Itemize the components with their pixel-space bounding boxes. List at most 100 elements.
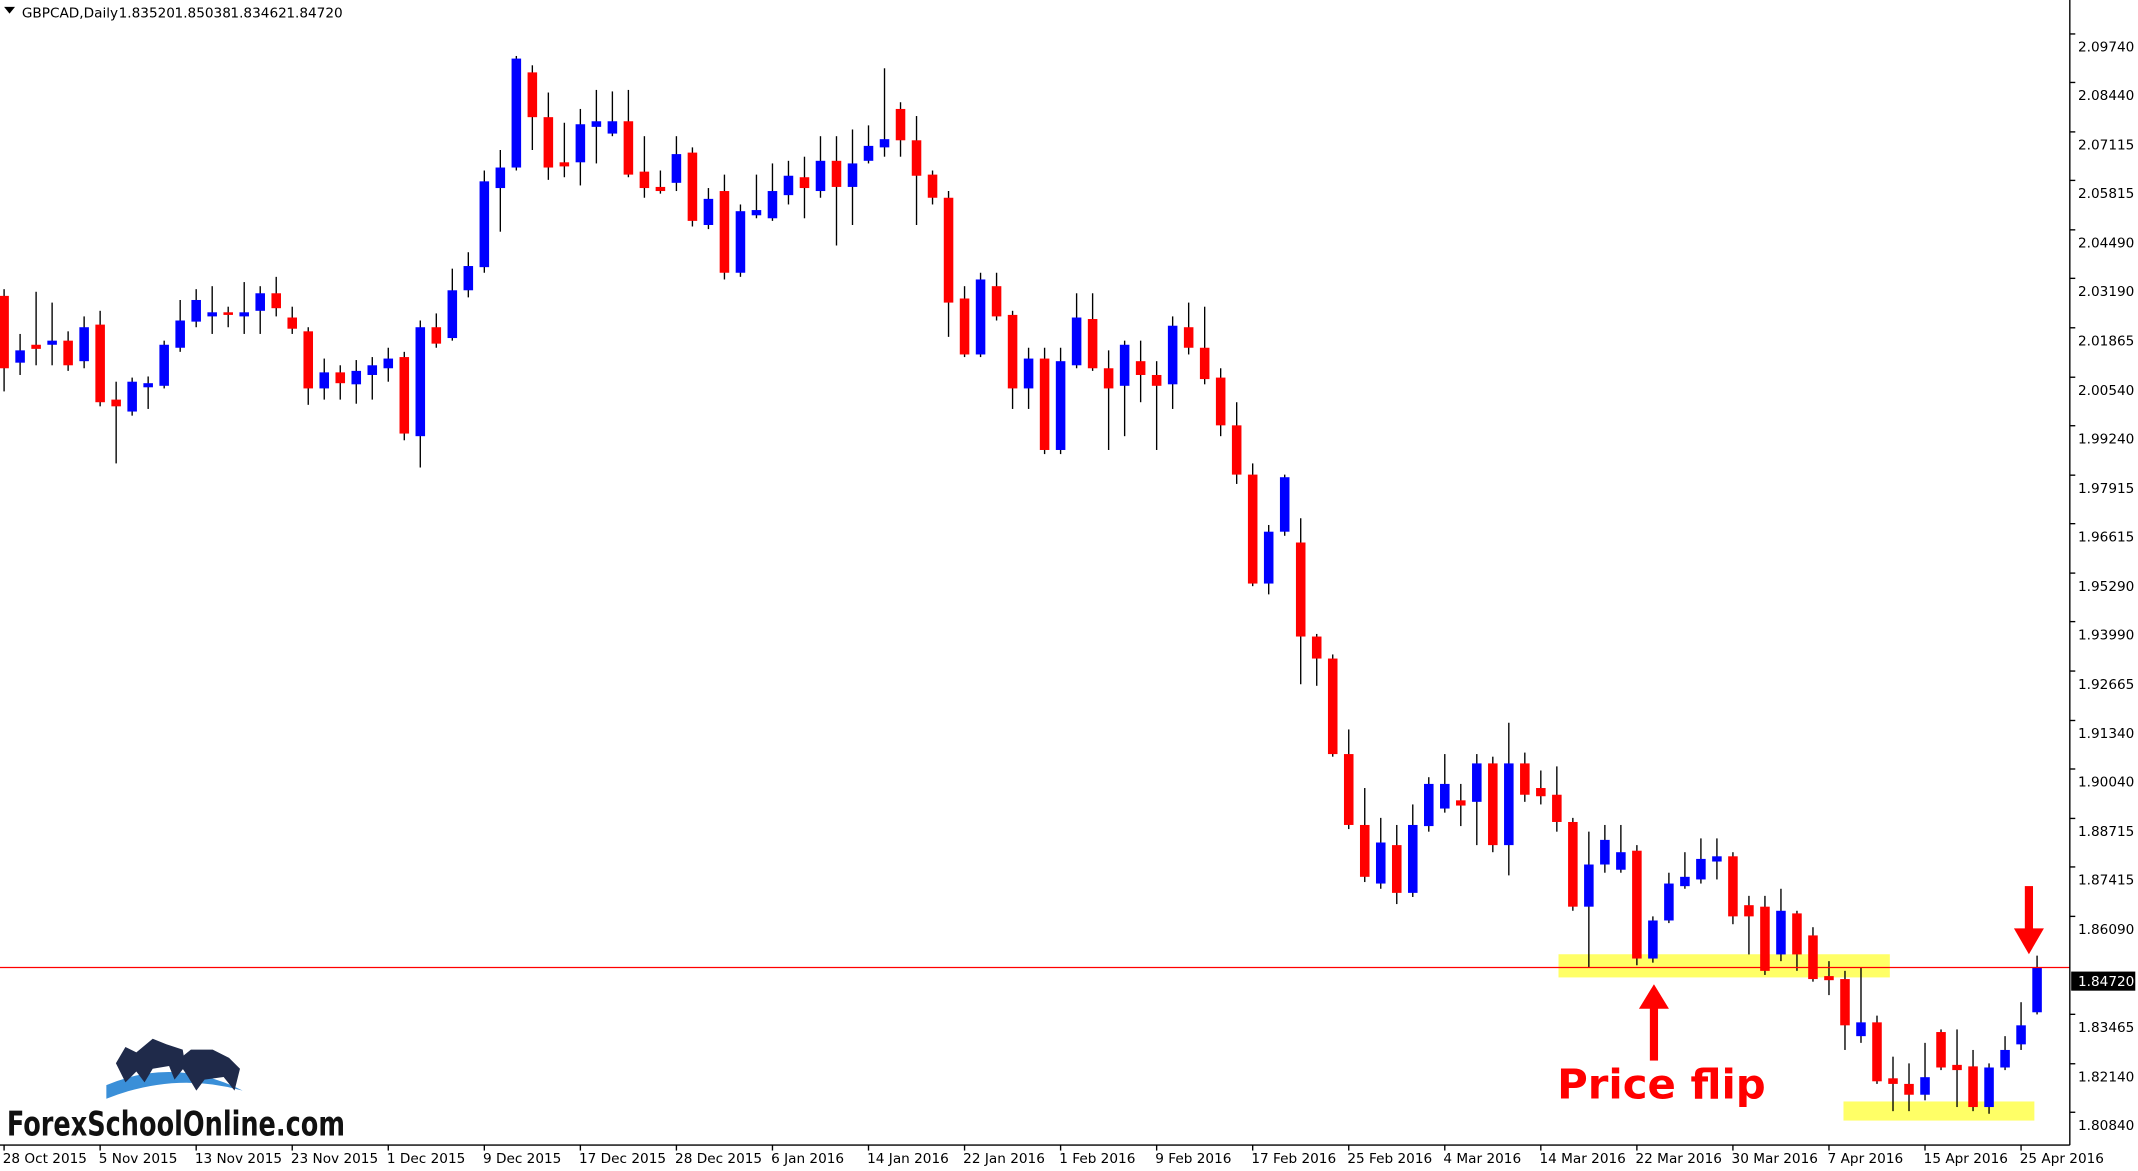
- candle-body: [1103, 368, 1114, 389]
- candle-body: [2016, 1025, 2026, 1045]
- x-tick-label: 25 Feb 2016: [1347, 1151, 1432, 1167]
- candle-body: [895, 108, 906, 141]
- candle-body: [1776, 910, 1786, 955]
- candle-body: [1183, 327, 1194, 348]
- candle-body: [255, 293, 265, 311]
- header-high: 1.85038: [175, 6, 231, 22]
- candle-body: [687, 152, 698, 221]
- candle-body: [767, 191, 778, 219]
- logo-text: ForexSchoolOnline.com: [7, 1105, 345, 1145]
- candle-body: [991, 286, 1002, 317]
- x-tick-label: 14 Jan 2016: [867, 1151, 949, 1167]
- candle-body: [159, 344, 169, 386]
- candle-body: [63, 340, 73, 366]
- candle-body: [479, 181, 490, 268]
- candle-body: [1984, 1067, 1994, 1108]
- candle-body: [1552, 794, 1562, 822]
- candle-body: [1023, 358, 1034, 389]
- candle-body: [655, 186, 666, 192]
- y-tick-label: 1.86090: [2078, 922, 2134, 938]
- candle-body: [79, 327, 89, 362]
- candle-body: [1295, 542, 1306, 637]
- x-tick-label: 23 Nov 2015: [291, 1151, 378, 1167]
- candle-body: [1119, 344, 1130, 386]
- candle-body: [1616, 852, 1626, 870]
- price-label-box: [2071, 971, 2136, 991]
- candle-body: [95, 324, 105, 403]
- candle-body: [399, 357, 410, 434]
- y-tick-label: 1.91340: [2078, 726, 2134, 742]
- x-tick-label: 17 Feb 2016: [1251, 1151, 1336, 1167]
- candle-body: [1600, 839, 1610, 865]
- candle-body: [591, 121, 602, 127]
- candle-body: [1391, 845, 1402, 893]
- candle-body: [1904, 1083, 1914, 1095]
- candle-body: [1375, 842, 1386, 884]
- candle-body: [1808, 935, 1818, 980]
- candle-body: [1744, 905, 1754, 917]
- candle-body: [0, 295, 9, 369]
- y-tick-label: 2.03190: [2078, 284, 2134, 300]
- y-tick-label: 2.00540: [2078, 383, 2134, 399]
- candle-body: [1824, 976, 1834, 981]
- y-tick-label: 1.99240: [2078, 431, 2134, 447]
- candle-body: [1520, 763, 1530, 795]
- candle-body: [1311, 636, 1322, 659]
- x-tick-label: 14 Mar 2016: [1539, 1151, 1625, 1167]
- y-tick-label: 2.07115: [2078, 138, 2134, 154]
- axes: 2.09740 2.08440 2.07115 2.05815 2.04490 2.031…: [3, 33, 2136, 1167]
- candle-body: [751, 210, 762, 216]
- y-tick-label: 1.92665: [2078, 677, 2134, 693]
- candle-body: [1472, 763, 1482, 802]
- candle-body: [1071, 317, 1082, 366]
- candle-body: [815, 160, 826, 192]
- x-tick-label: 25 Apr 2016: [2020, 1151, 2104, 1167]
- y-tick-label: 1.80840: [2078, 1118, 2134, 1134]
- candle-body: [191, 299, 201, 322]
- header-menu-icon[interactable]: [4, 6, 15, 14]
- candle-body: [543, 117, 554, 168]
- x-tick-label: 9 Feb 2016: [1155, 1151, 1231, 1167]
- candle-body: [879, 139, 890, 148]
- candle-body: [863, 145, 874, 161]
- y-tick-label: 1.93990: [2078, 627, 2134, 643]
- arrow-down-shaft: [2024, 886, 2034, 933]
- candle-body: [143, 383, 153, 388]
- candle-body: [943, 197, 954, 303]
- candle-body: [1968, 1066, 1978, 1108]
- candle-body: [207, 312, 217, 317]
- y-tick-label: 1.88715: [2078, 824, 2134, 840]
- candle-body: [1728, 856, 1738, 917]
- candle-body: [175, 320, 185, 348]
- candle-body: [735, 211, 746, 273]
- y-tick-label: 2.04490: [2078, 236, 2134, 252]
- candle-body: [1135, 361, 1146, 375]
- candle-body: [495, 167, 506, 189]
- candle-body: [1151, 374, 1162, 386]
- x-tick-label: 4 Mar 2016: [1443, 1151, 1521, 1167]
- candle-body: [1888, 1078, 1898, 1084]
- highlight-zone: [1843, 1101, 2035, 1121]
- candle-body: [1343, 754, 1354, 825]
- x-tick-label: 28 Dec 2015: [675, 1151, 762, 1167]
- candle-body: [1488, 763, 1498, 846]
- candle-body: [1584, 864, 1594, 907]
- x-tick-label: 1 Feb 2016: [1059, 1151, 1135, 1167]
- y-tick-label: 1.87415: [2078, 873, 2134, 889]
- candle-body: [2032, 967, 2042, 1013]
- candle-body: [447, 290, 458, 339]
- logo: ForexSchoolOnline.com: [7, 1038, 345, 1145]
- candle-body: [383, 358, 394, 369]
- candle-body: [1760, 906, 1770, 971]
- candle-body: [1456, 800, 1466, 806]
- candle-body: [1536, 788, 1546, 797]
- candle-body: [703, 198, 714, 225]
- logo-bear: [177, 1049, 240, 1091]
- candle-body: [1359, 824, 1370, 877]
- y-tick-label: 1.96615: [2078, 529, 2134, 545]
- y-tick-label: 2.09740: [2078, 40, 2134, 56]
- header-low: 1.83462: [230, 6, 286, 22]
- y-tick-label: 1.97915: [2078, 481, 2134, 497]
- candle-body: [1167, 325, 1178, 385]
